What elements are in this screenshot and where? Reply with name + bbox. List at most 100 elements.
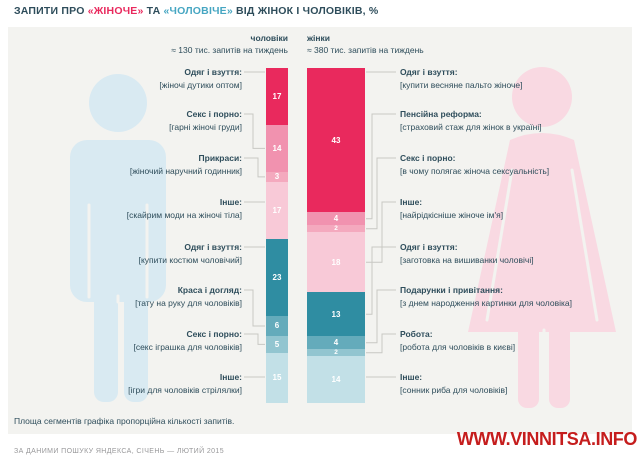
label-category: Одяг і взуття: (400, 242, 458, 252)
segment-value: 23 (272, 272, 282, 282)
label-category: Інше: (219, 197, 242, 207)
men-segment-3: 3 (266, 171, 288, 182)
label-category: Секс і порно: (186, 329, 243, 339)
segment-value: 2 (334, 349, 338, 357)
men-label-7: Секс і порно: [секс іграшка для чоловіків… (12, 328, 242, 354)
women-segment-4: 18 (307, 232, 365, 293)
women-stacked-bar: 43 4 2 18 13 4 2 14 (307, 68, 365, 403)
men-column-title: чоловіки (250, 33, 288, 43)
women-segment-3: 2 (307, 225, 365, 232)
segment-value: 15 (272, 373, 282, 383)
segment-value: 2 (334, 225, 338, 233)
label-category: Подарунки і привітання: (400, 285, 503, 295)
page-title: ЗАПИТИ ПРО «ЖІНОЧЕ» ТА «ЧОЛОВІЧЕ» ВІД ЖІ… (14, 5, 378, 17)
women-segment-8: 14 (307, 356, 365, 403)
label-category: Секс і порно: (400, 153, 456, 163)
label-category: Інше: (400, 372, 423, 382)
men-segment-6: 6 (266, 315, 288, 336)
men-segment-4: 17 (266, 181, 288, 239)
label-category: Одяг і взуття: (184, 67, 242, 77)
men-label-3: Прикраси: [жіночий наручний годинник] (12, 152, 242, 178)
label-query: [робота для чоловіків в києві] (400, 342, 516, 352)
men-label-2: Секс і порно: [гарні жіночі груди] (12, 108, 242, 134)
label-query: [купити костюм чоловічий] (138, 255, 242, 265)
site-watermark: WWW.VINNITSA.INFO (456, 429, 638, 449)
label-category: Робота: (400, 329, 433, 339)
label-query: [жіночі дутики оптом] (159, 80, 242, 90)
label-query: [найрідкісніше жіноче ім'я] (400, 210, 504, 220)
women-column-title: жінки (307, 33, 331, 43)
women-label-3: Секс і порно: [в чому полягає жіноча секс… (400, 152, 636, 178)
women-label-2: Пенсійна реформа: [страховий стаж для жін… (400, 108, 636, 134)
title-feminine-keyword: «ЖІНОЧЕ» (87, 5, 144, 17)
segment-value: 13 (331, 309, 341, 319)
men-segment-2: 14 (266, 124, 288, 172)
label-query: [тату на руку для чоловіків] (135, 298, 242, 308)
men-segment-5: 23 (266, 238, 288, 316)
segment-value: 4 (333, 338, 339, 348)
men-segment-1: 17 (266, 68, 288, 125)
women-segment-2: 4 (307, 212, 365, 226)
women-segment-1: 43 (307, 68, 365, 213)
label-query: [скайрим моди на жіночі тіла] (126, 210, 242, 220)
segment-value: 6 (274, 321, 280, 331)
segment-value: 3 (274, 172, 280, 182)
label-category: Одяг і взуття: (184, 242, 242, 252)
men-segment-8: 15 (266, 352, 288, 403)
label-query: [секс іграшка для чоловіків] (133, 342, 242, 352)
segment-value: 4 (333, 214, 339, 224)
label-query: [гарні жіночі груди] (169, 122, 242, 132)
label-category: Інше: (219, 372, 242, 382)
woman-silhouette-icon (468, 67, 616, 408)
segment-value: 5 (274, 339, 280, 349)
label-query: [заготовка на вишиванки чоловічі] (400, 255, 534, 265)
segment-value: 17 (272, 205, 282, 215)
chart-note: Площа сегментів графіка пропорційна кіль… (14, 416, 235, 426)
label-category: Секс і порно: (186, 109, 243, 119)
title-suffix: ВІД ЖІНОК І ЧОЛОВІКІВ, % (232, 5, 379, 17)
label-query: [жіночий наручний годинник] (129, 166, 242, 176)
men-column-volume: ≈ 130 тис. запитів на тиждень (171, 45, 288, 55)
women-column-volume: ≈ 380 тис. запитів на тиждень (307, 45, 424, 55)
women-segment-6: 4 (307, 336, 365, 350)
segment-value: 17 (272, 91, 282, 101)
title-middle: ТА (143, 5, 164, 17)
men-stacked-bar: 17 14 3 17 23 6 5 15 (266, 68, 288, 403)
label-query: [купити весняне пальто жіноче] (400, 80, 523, 90)
segment-value: 14 (331, 375, 341, 385)
men-segment-7: 5 (266, 336, 288, 353)
segment-value: 14 (272, 143, 282, 153)
man-silhouette-icon (70, 74, 166, 402)
men-label-5: Одяг і взуття: [купити костюм чоловічий] (12, 241, 242, 267)
segment-value: 43 (331, 135, 341, 145)
women-column-header: жінки ≈ 380 тис. запитів на тиждень (307, 32, 424, 56)
label-query: [страховий стаж для жінок в україні] (400, 122, 542, 132)
title-prefix: ЗАПИТИ ПРО (14, 5, 88, 17)
label-query: [в чому полягає жіноча сексуальність] (400, 166, 550, 176)
men-label-6: Краса і догляд: [тату на руку для чоловік… (12, 284, 242, 310)
title-masculine-keyword: «ЧОЛОВІЧЕ» (163, 5, 233, 17)
men-column-header: чоловіки ≈ 130 тис. запитів на тиждень (171, 32, 288, 56)
women-segment-7: 2 (307, 349, 365, 356)
label-query: [ігри для чоловіків стрілялки] (128, 385, 242, 395)
segment-value: 18 (331, 257, 341, 267)
label-category: Прикраси: (198, 153, 242, 163)
women-label-5: Одяг і взуття: [заготовка на вишиванки чо… (400, 241, 636, 267)
label-category: Одяг і взуття: (400, 67, 458, 77)
label-category: Краса і догляд: (177, 285, 242, 295)
women-segment-5: 13 (307, 292, 365, 336)
men-label-1: Одяг і взуття: [жіночі дутики оптом] (12, 66, 242, 92)
label-query: [сонник риба для чоловіків] (400, 385, 508, 395)
women-label-6: Подарунки і привітання: [з днем народженн… (400, 284, 636, 310)
source-caption: ЗА ДАНИМИ ПОШУКУ ЯНДЕКСА, СІЧЕНЬ — ЛЮТИЙ… (14, 448, 225, 455)
label-category: Інше: (400, 197, 423, 207)
women-label-4: Інше: [найрідкісніше жіноче ім'я] (400, 196, 636, 222)
label-category: Пенсійна реформа: (400, 109, 482, 119)
label-query: [з днем народження картинки для чоловіка… (400, 298, 572, 308)
men-label-4: Інше: [скайрим моди на жіночі тіла] (12, 196, 242, 222)
women-label-7: Робота: [робота для чоловіків в києві] (400, 328, 636, 354)
men-label-8: Інше: [ігри для чоловіків стрілялки] (12, 371, 242, 397)
women-label-8: Інше: [сонник риба для чоловіків] (400, 371, 636, 397)
